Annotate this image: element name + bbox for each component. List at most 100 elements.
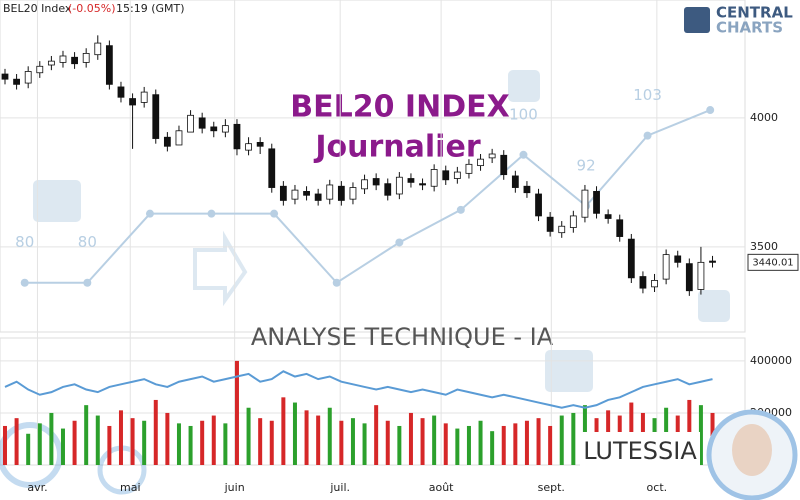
volume-bar — [478, 420, 483, 465]
candle-body — [709, 260, 716, 263]
candle-body — [674, 255, 682, 263]
candle-body — [581, 189, 589, 218]
volume-bar — [107, 425, 112, 465]
candle-body — [593, 191, 600, 214]
icon — [508, 70, 540, 102]
candle-body — [268, 148, 276, 188]
volume-bar — [142, 420, 147, 465]
sentiment-point — [207, 209, 216, 218]
volume-bar — [350, 418, 355, 465]
candle-body — [24, 71, 32, 84]
chart-subtitle: Journalier — [313, 130, 480, 165]
y-tick-label: 3500 — [750, 240, 778, 253]
candle-body — [337, 185, 345, 201]
volume-line — [4, 370, 713, 409]
volume-bar — [339, 420, 344, 465]
volume-bar — [443, 423, 448, 465]
candle-body — [210, 126, 218, 132]
logo: CENTRAL CHARTS — [684, 4, 793, 37]
x-tick-label: août — [429, 481, 454, 494]
candle-body — [384, 183, 392, 196]
candle-body — [140, 91, 148, 103]
logo-text: CHARTS — [716, 19, 783, 37]
volume-bar — [524, 420, 529, 465]
candle-body — [535, 193, 542, 217]
volume-bar — [26, 433, 31, 465]
volume-bar — [165, 412, 170, 465]
sentiment-point — [332, 278, 341, 287]
sentiment-label: 100 — [509, 105, 538, 123]
volume-bar — [316, 415, 321, 465]
last-price-label: 3440.01 — [752, 257, 793, 268]
candle-body — [198, 117, 206, 129]
icon — [698, 290, 730, 322]
volume-bar — [501, 425, 506, 465]
volume-bar — [432, 415, 437, 465]
volume-bar — [2, 425, 7, 465]
y-tick-label: 400000 — [750, 354, 792, 367]
sentiment-point — [643, 131, 652, 140]
volume-bar — [571, 412, 576, 465]
sentiment-point — [456, 205, 465, 214]
volume-bar — [374, 405, 379, 465]
candle-body — [546, 216, 554, 232]
y-tick-label: 4000 — [750, 111, 778, 124]
candle-body — [685, 263, 693, 292]
volume-bar — [559, 415, 564, 465]
candle-body — [47, 60, 55, 66]
volume-bar — [292, 402, 297, 465]
header: BEL20 Index (-0.05%) 15:19 (GMT) — [3, 2, 185, 15]
candle-body — [71, 56, 78, 65]
avatar-face — [732, 424, 772, 476]
volume-bar — [490, 431, 495, 465]
volume-bar — [37, 423, 42, 465]
candle-body — [175, 130, 183, 146]
volume-bar — [397, 425, 402, 465]
volume-bar — [455, 428, 460, 465]
candle-body — [662, 254, 670, 280]
volume-bar — [327, 407, 332, 465]
candle-body — [59, 55, 67, 63]
volume-bar — [60, 428, 65, 465]
candle-body — [500, 154, 508, 176]
candle-body — [152, 94, 160, 139]
volume-bar — [95, 415, 100, 465]
icon — [0, 422, 63, 488]
x-tick-label: avr. — [27, 481, 47, 494]
volume-bar — [176, 423, 181, 465]
volume-bar — [14, 418, 19, 465]
candle-body — [129, 98, 136, 106]
sentiment-point — [20, 278, 29, 287]
candle-body — [1, 73, 9, 80]
sentiment-point — [83, 278, 92, 287]
candle-body — [279, 185, 287, 201]
volume-bar — [72, 420, 77, 465]
logo-text: CENTRAL — [716, 4, 793, 22]
icon — [33, 180, 81, 222]
icon — [545, 350, 593, 392]
sentiment-label: 80 — [15, 233, 34, 251]
candle-body — [523, 185, 531, 194]
candle-body — [361, 179, 368, 190]
brand: LUTESSIA — [583, 437, 697, 465]
header-change: (-0.05%) — [68, 2, 116, 15]
x-tick-label: mai — [120, 481, 141, 494]
candle-body — [488, 153, 496, 159]
candle-body — [187, 114, 194, 133]
annotation: ANALYSE TECHNIQUE - IA — [251, 323, 554, 351]
candle-body — [314, 193, 322, 201]
volume-bar — [258, 418, 263, 465]
volume-bar — [153, 399, 158, 465]
volume-bar — [234, 360, 239, 465]
chart-title: BEL20 INDEX — [290, 90, 509, 125]
avatar — [706, 409, 798, 500]
candle-body — [511, 175, 519, 188]
volume-bar — [130, 418, 135, 465]
volume-bar — [304, 410, 309, 465]
candle-body — [245, 143, 252, 151]
candle-body — [430, 169, 438, 187]
brand-box — [580, 432, 700, 470]
candle-body — [616, 219, 624, 237]
candle-body — [395, 176, 403, 195]
